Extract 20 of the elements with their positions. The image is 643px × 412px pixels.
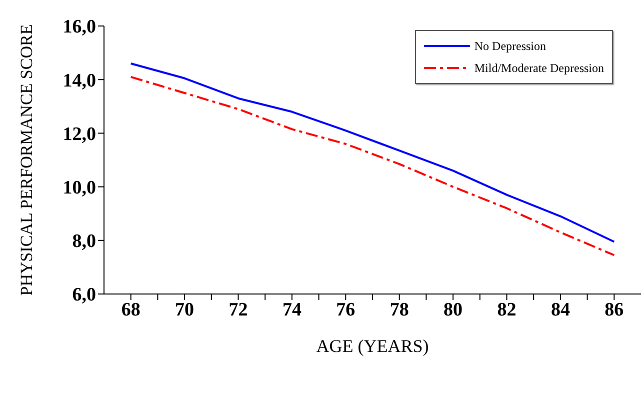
- y-tick-label: 14,0: [62, 70, 96, 92]
- y-tick-label: 12,0: [62, 124, 96, 145]
- x-tick-label: 80: [444, 299, 463, 320]
- y-tick-label: 10,0: [62, 178, 96, 199]
- x-tick-label: 70: [175, 299, 194, 320]
- y-axis-title: PHYSICAL PERFORMANCE SCORE: [17, 24, 36, 296]
- x-tick-label: 82: [497, 299, 516, 320]
- y-tick-label: 8,0: [72, 231, 96, 252]
- x-tick-label: 72: [228, 299, 248, 320]
- y-tick-label: 6,0: [72, 284, 96, 306]
- legend-label: Mild/Moderate Depression: [474, 60, 604, 76]
- y-tick-label: 16,0: [62, 16, 96, 38]
- x-tick-label: 68: [121, 299, 140, 320]
- x-tick-label: 78: [390, 299, 409, 320]
- x-tick-label: 74: [282, 299, 302, 320]
- x-tick-label: 76: [336, 299, 356, 320]
- legend-label: No Depression: [474, 38, 546, 54]
- x-tick-label: 86: [604, 299, 624, 320]
- x-tick-label: 84: [550, 299, 570, 320]
- x-axis-title: AGE (YEARS): [316, 336, 429, 356]
